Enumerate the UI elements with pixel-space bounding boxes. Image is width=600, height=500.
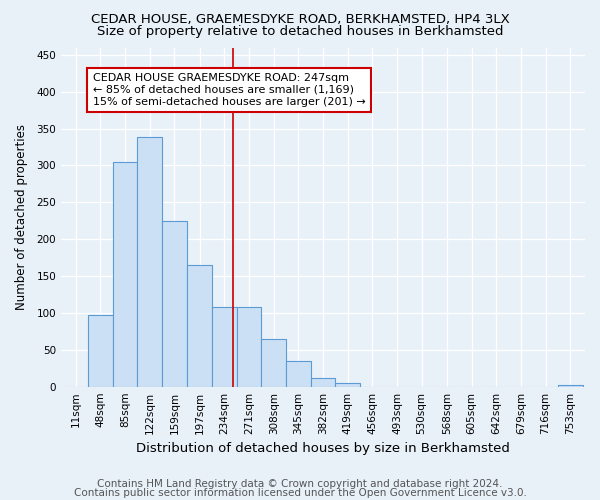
Text: Contains HM Land Registry data © Crown copyright and database right 2024.: Contains HM Land Registry data © Crown c… xyxy=(97,479,503,489)
Text: CEDAR HOUSE, GRAEMESDYKE ROAD, BERKHAMSTED, HP4 3LX: CEDAR HOUSE, GRAEMESDYKE ROAD, BERKHAMST… xyxy=(91,12,509,26)
Text: Size of property relative to detached houses in Berkhamsted: Size of property relative to detached ho… xyxy=(97,25,503,38)
Bar xyxy=(187,265,212,386)
Bar xyxy=(311,378,335,386)
Bar xyxy=(88,315,113,386)
Bar xyxy=(335,383,360,386)
Bar xyxy=(558,385,583,386)
Bar xyxy=(113,162,137,386)
Bar xyxy=(162,221,187,386)
Y-axis label: Number of detached properties: Number of detached properties xyxy=(15,124,28,310)
Bar xyxy=(212,307,236,386)
Text: CEDAR HOUSE GRAEMESDYKE ROAD: 247sqm
← 85% of detached houses are smaller (1,169: CEDAR HOUSE GRAEMESDYKE ROAD: 247sqm ← 8… xyxy=(93,74,366,106)
Bar xyxy=(137,138,162,386)
Bar xyxy=(236,307,262,386)
Bar xyxy=(262,339,286,386)
X-axis label: Distribution of detached houses by size in Berkhamsted: Distribution of detached houses by size … xyxy=(136,442,510,455)
Text: Contains public sector information licensed under the Open Government Licence v3: Contains public sector information licen… xyxy=(74,488,526,498)
Bar xyxy=(286,361,311,386)
